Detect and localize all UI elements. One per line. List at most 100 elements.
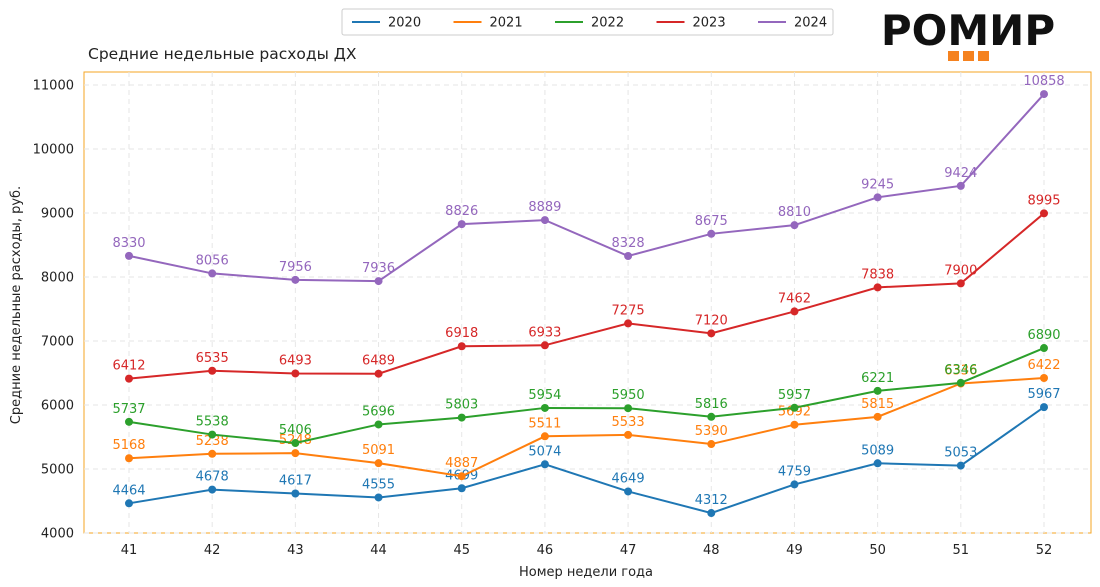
data-label-2024: 7956 [279,260,312,275]
data-point-2020 [208,485,217,494]
data-point-2024 [208,269,217,278]
data-label-2020: 4678 [196,470,229,485]
data-label-2023: 7462 [778,291,811,306]
data-label-2022: 5954 [528,388,561,403]
data-point-2022 [540,403,549,412]
legend-label-2022: 2022 [591,16,624,31]
series-line-2024 [128,93,1045,283]
logo-square [963,51,974,61]
data-point-2024 [457,220,466,229]
x-tick-label: 44 [370,543,387,558]
data-label-2021: 5511 [528,416,561,431]
data-label-2022: 6890 [1027,328,1060,343]
logo-square [948,51,959,61]
data-label-2020: 4464 [112,483,145,498]
data-point-2023 [873,283,882,292]
legend: 2020 2021 2022 2023 2024 [341,8,834,36]
data-label-2022: 5816 [695,397,728,412]
data-label-2024: 8675 [695,214,728,229]
data-label-2022: 5406 [279,423,312,438]
y-tick-label: 5000 [41,463,74,478]
romir-logo: РОМИР [881,6,1055,61]
data-label-2021: 5533 [612,415,645,430]
data-label-2023: 6489 [362,354,395,369]
data-label-2022: 5737 [112,402,145,417]
series-line-2021 [128,376,1045,478]
data-label-2020: 5089 [861,443,894,458]
data-point-2020 [1040,403,1048,412]
data-point-2024 [1040,90,1048,99]
x-tick-label: 45 [453,543,470,558]
data-label-2020: 4759 [778,464,811,479]
data-point-2022 [624,404,633,413]
y-tick-label: 4000 [41,527,74,542]
data-point-2023 [624,319,633,328]
x-tick-label: 47 [620,543,637,558]
data-point-2022 [956,378,965,387]
legend-label-2021: 2021 [490,16,523,31]
data-label-2021: 5238 [196,434,229,449]
data-point-2023 [208,366,217,375]
data-label-2024: 8889 [528,200,561,215]
data-label-2023: 6933 [528,325,561,340]
data-label-2024: 8328 [612,236,645,251]
data-point-2022 [1040,344,1048,353]
y-tick-label: 8000 [41,271,74,286]
data-point-2021 [1040,373,1048,382]
data-label-2021: 6422 [1027,358,1060,373]
y-tick-label: 7000 [41,335,74,350]
data-point-2022 [291,439,300,448]
data-point-2024 [790,221,799,230]
data-label-2020: 5967 [1027,387,1060,402]
data-point-2023 [540,341,549,350]
data-label-2024: 8056 [196,253,229,268]
data-label-2022: 5696 [362,404,395,419]
data-label-2024: 7936 [362,261,395,276]
data-point-2022 [873,386,882,395]
data-point-2020 [540,460,549,469]
data-label-2023: 7838 [861,267,894,282]
data-point-2020 [291,489,300,498]
x-tick-label: 43 [287,543,304,558]
data-point-2023 [1040,209,1048,218]
data-label-2024: 9245 [861,177,894,192]
data-point-2021 [540,432,549,441]
data-point-2024 [707,229,716,238]
data-label-2024: 10858 [1023,74,1064,89]
data-label-2021: 5815 [861,397,894,412]
data-point-2022 [374,420,383,429]
legend-label-2020: 2020 [388,16,421,31]
data-label-2022: 6346 [944,363,977,378]
data-point-2023 [291,369,300,378]
plot-area: 4000 5000 6000 7000 8000 9000 10000 11000 41 42 43… [33,71,1092,558]
series-line-2023 [128,212,1045,380]
data-point-2022 [457,413,466,422]
data-label-2023: 6918 [445,326,478,341]
series-line-2020 [128,406,1045,515]
data-point-2024 [624,252,633,261]
logo-square [978,51,989,61]
data-label-2020: 5053 [944,446,977,461]
data-label-2023: 6493 [279,353,312,368]
data-point-2021 [457,472,466,481]
data-point-2021 [873,412,882,421]
y-tick-label: 9000 [41,207,74,222]
legend-label-2023: 2023 [693,16,726,31]
data-point-2023 [790,307,799,316]
data-label-2020: 4312 [695,493,728,508]
data-point-2022 [707,412,716,421]
y-tick-label: 6000 [41,399,74,414]
data-label-2021: 6336 [944,363,977,378]
data-point-2024 [873,193,882,202]
data-label-2022: 5957 [778,388,811,403]
data-point-2022 [790,403,799,412]
data-point-2021 [790,420,799,429]
data-label-2023: 6412 [112,359,145,374]
data-point-2024 [956,181,965,190]
data-label-2023: 7275 [612,303,645,318]
data-label-2024: 8810 [778,205,811,220]
data-label-2020: 4555 [362,477,395,492]
data-point-2022 [208,430,217,439]
data-label-2022: 6221 [861,371,894,386]
